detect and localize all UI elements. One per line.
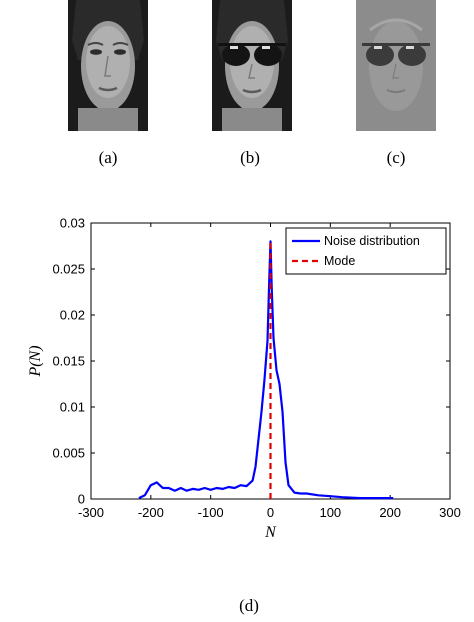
y-tick-label: 0.005 — [52, 446, 85, 461]
x-tick-label: 200 — [379, 505, 401, 520]
noise-distribution-chart: -300 -200 -100 0 100 200 300 0 0.005 0.01 0.015 0.0… — [27, 216, 461, 542]
legend-label-mode: Mode — [324, 254, 355, 268]
legend-box — [285, 227, 447, 275]
legend-label-noise: Noise distribution — [324, 234, 420, 248]
face-image-c — [356, 0, 436, 131]
noise-distribution-line — [138, 240, 394, 500]
y-tick-label: 0.01 — [60, 400, 85, 415]
caption-d: (d) — [239, 596, 259, 615]
x-axis-label: N — [264, 524, 277, 541]
y-tick-label: 0 — [78, 492, 85, 507]
y-axis-label: P(N) — [27, 345, 44, 377]
y-tick-label: 0.015 — [52, 354, 85, 369]
x-tick-label: 300 — [439, 505, 461, 520]
y-tick-label: 0.03 — [60, 216, 85, 231]
x-tick-label: -300 — [78, 505, 104, 520]
caption-c: (c) — [386, 148, 406, 167]
x-tick-label: 0 — [267, 505, 274, 520]
y-tick-label: 0.02 — [60, 308, 85, 323]
y-tick-label: 0.025 — [52, 262, 85, 277]
face-image-a — [68, 0, 148, 131]
caption-b: (b) — [240, 148, 260, 167]
axes: -300 -200 -100 0 100 200 300 0 0.005 0.01 0.015 0.0… — [52, 216, 460, 521]
face-image-b — [212, 0, 292, 131]
caption-a: (a) — [98, 148, 118, 167]
legend: Noise distribution Mode — [285, 227, 447, 275]
x-tick-label: 100 — [319, 505, 341, 520]
x-tick-label: -200 — [138, 505, 164, 520]
x-tick-label: -100 — [198, 505, 224, 520]
plot-lines — [138, 240, 394, 500]
